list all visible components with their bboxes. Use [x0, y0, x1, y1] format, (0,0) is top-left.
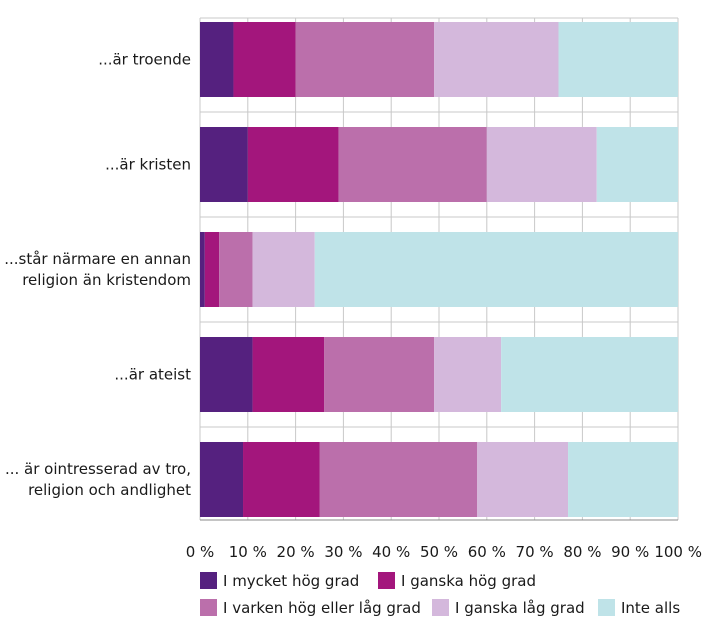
bar-segment: [200, 442, 244, 517]
bar-segment: [243, 442, 320, 517]
legend-label: I ganska låg grad: [455, 599, 585, 617]
x-tick-label: 60 %: [468, 543, 506, 561]
bar-segment: [568, 442, 678, 517]
legend-swatch: [200, 599, 217, 616]
category-label: ... är ointresserad av tro, religion och …: [5, 460, 191, 499]
x-tick-label: 0 %: [186, 543, 215, 561]
bar-segment: [314, 232, 678, 307]
legend-label: I varken hög eller låg grad: [223, 599, 421, 617]
bar-segment: [200, 22, 234, 97]
legend-swatch: [598, 599, 615, 616]
bar-segment: [219, 232, 253, 307]
x-tick-label: 40 %: [372, 543, 410, 561]
category-label: ...är kristen: [105, 156, 191, 174]
legend-swatch: [200, 572, 217, 589]
category-label: ...står närmare en annan religion än kris…: [4, 250, 191, 289]
bar-segment: [319, 442, 478, 517]
bar-segment: [252, 232, 315, 307]
x-tick-label: 80 %: [563, 543, 601, 561]
bar-segment: [247, 127, 339, 202]
bar-segment: [486, 127, 597, 202]
x-tick-label: 10 %: [229, 543, 267, 561]
bar-segment: [200, 127, 248, 202]
bar-segment: [596, 127, 678, 202]
x-tick-labels: 0 % 10 % 20 % 30 % 40 % 50 % 60 % 70 % 80 % 90 % 1…: [186, 543, 702, 561]
x-tick-label: 70 %: [516, 543, 554, 561]
bar-segment: [252, 337, 325, 412]
bar-segment: [338, 127, 487, 202]
x-tick-label: 30 %: [324, 543, 362, 561]
x-tick-label: 20 %: [277, 543, 315, 561]
x-tick-label: 100 %: [654, 543, 702, 561]
x-tick-label: 50 %: [420, 543, 458, 561]
x-tick-label: 90 %: [611, 543, 649, 561]
legend-label: Inte alls: [621, 599, 680, 617]
category-label: ...är troende: [98, 51, 191, 69]
legend-swatch: [432, 599, 449, 616]
bar-segment: [295, 22, 435, 97]
bar-segment: [200, 232, 205, 307]
bar-segment: [200, 337, 253, 412]
legend: I mycket hög grad I ganska hög grad I vark…: [200, 572, 680, 617]
bar-segment: [204, 232, 220, 307]
bar-segment: [501, 337, 678, 412]
bars: [200, 22, 678, 517]
category-label: ...är ateist: [114, 366, 191, 384]
bar-segment: [558, 22, 678, 97]
legend-label: I ganska hög grad: [401, 572, 536, 590]
bar-segment: [434, 337, 502, 412]
bar-segment: [233, 22, 296, 97]
legend-swatch: [378, 572, 395, 589]
bar-segment: [324, 337, 435, 412]
legend-label: I mycket hög grad: [223, 572, 359, 590]
bar-segment: [477, 442, 569, 517]
bar-segment: [434, 22, 559, 97]
category-labels: ...är troende ...är kristen ...står närmar…: [4, 51, 191, 500]
